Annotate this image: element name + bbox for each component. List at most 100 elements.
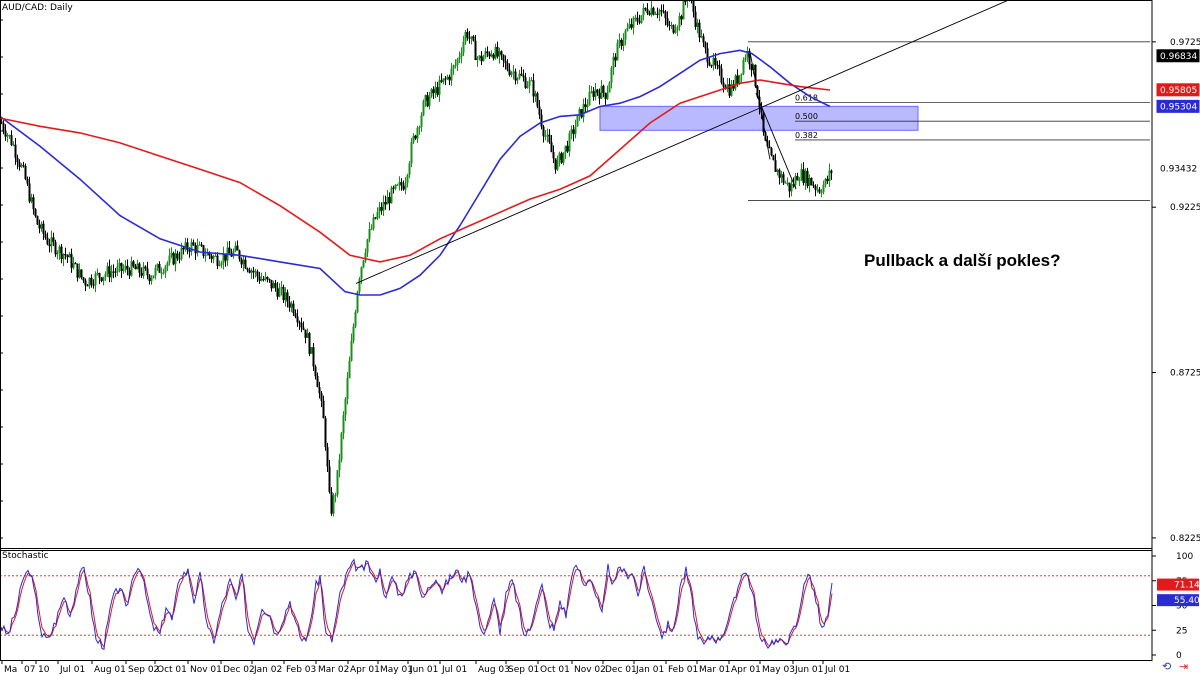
candlestick-body (760, 107, 763, 113)
candlestick-body (410, 141, 413, 164)
candlestick-body (42, 223, 45, 234)
candlestick-body (186, 242, 189, 251)
candlestick-body (706, 48, 709, 63)
candlestick-body (800, 169, 803, 181)
candlestick-body (96, 273, 99, 275)
candlestick-body (408, 163, 411, 176)
candlestick-body (426, 95, 429, 107)
candlestick-body (18, 162, 21, 167)
candlestick-body (700, 36, 703, 38)
candlestick-body (576, 115, 579, 127)
candlestick-body (412, 135, 415, 142)
candlestick-body (24, 165, 27, 180)
candlestick-body (64, 253, 67, 256)
candlestick-body (732, 84, 735, 89)
candlestick-body (290, 303, 293, 308)
candlestick-body (76, 263, 79, 278)
candlestick-body (192, 242, 195, 246)
candlestick-body (142, 266, 145, 276)
candlestick-body (646, 9, 649, 14)
candlestick-body (636, 17, 639, 22)
candlestick-body (594, 89, 597, 97)
candlestick-body (622, 39, 625, 46)
candlestick-body (298, 322, 301, 324)
candlestick-body (516, 78, 519, 81)
candlestick-body (378, 207, 381, 213)
candlestick-body (62, 253, 65, 259)
candlestick-body (12, 144, 15, 146)
candlestick-body (94, 273, 97, 286)
candlestick-body (630, 24, 633, 28)
candlestick-body (376, 212, 379, 219)
chart-shift-icon[interactable]: ⇥ (1179, 660, 1189, 673)
candlestick-body (16, 157, 19, 163)
candlestick-body (564, 145, 567, 153)
chart-scroll-icon[interactable]: ⟲ (1162, 660, 1172, 673)
candlestick-body (308, 333, 311, 354)
candlestick-body (708, 62, 711, 66)
candlestick-body (404, 183, 407, 190)
candlestick-body (228, 247, 231, 254)
candlestick-body (810, 177, 813, 186)
candlestick-body (554, 158, 557, 170)
candlestick-body (206, 252, 209, 256)
candlestick-body (154, 267, 157, 276)
candlestick-body (364, 252, 367, 261)
moving-average-line (0, 49, 831, 296)
candlestick-body (382, 201, 385, 211)
candlestick-body (56, 252, 59, 255)
candlestick-body (180, 247, 183, 259)
candlestick-body (368, 229, 371, 240)
candlestick-body (32, 197, 35, 210)
candlestick-body (150, 278, 153, 281)
candlestick-body (316, 376, 319, 388)
candlestick-body (670, 25, 673, 27)
candlestick-body (464, 31, 467, 42)
candlestick-body (386, 196, 389, 205)
candlestick-body (136, 263, 139, 270)
candlestick-body (138, 263, 141, 273)
candlestick-body (106, 266, 109, 274)
candlestick-body (798, 180, 801, 182)
candlestick-body (418, 127, 421, 129)
candlestick-body (74, 263, 77, 265)
candlestick-body (372, 217, 375, 229)
candlestick-body (556, 160, 559, 170)
price-axis-label: 0.97255 (1170, 38, 1200, 48)
candlestick-body (472, 36, 475, 41)
candlestick-body (478, 55, 481, 59)
candlestick-body (322, 400, 325, 419)
candlestick-body (820, 192, 823, 194)
candlestick-body (572, 129, 575, 135)
candlestick-body (130, 261, 133, 276)
candlestick-body (458, 56, 461, 60)
candlestick-body (40, 223, 43, 229)
candlestick-body (618, 40, 621, 43)
candlestick-body (714, 57, 717, 65)
time-axis-label: Jul 01 (59, 665, 85, 675)
candlestick-body (204, 255, 207, 257)
candlestick-body (796, 175, 799, 181)
candlestick-body (742, 59, 745, 74)
candlestick-body (640, 15, 643, 23)
candlestick-body (542, 126, 545, 137)
stoch-value-label: 55.40 (1174, 596, 1200, 606)
candlestick-body (420, 115, 423, 128)
candlestick-body (54, 242, 57, 255)
candlestick-body (508, 69, 511, 75)
candlestick-body (718, 65, 721, 69)
candlestick-body (822, 184, 825, 193)
candlestick-body (422, 100, 425, 116)
candlestick-body (6, 135, 9, 137)
candlestick-body (246, 268, 249, 271)
candlestick-body (158, 264, 161, 273)
candlestick-body (540, 114, 543, 127)
candlestick-body (624, 30, 627, 40)
candlestick-body (750, 64, 753, 71)
candlestick-body (812, 185, 815, 187)
chart-title: AUD/CAD: Daily (2, 3, 73, 13)
candlestick-body (36, 216, 39, 225)
candlestick-body (120, 263, 123, 271)
candlestick-body (302, 327, 305, 330)
